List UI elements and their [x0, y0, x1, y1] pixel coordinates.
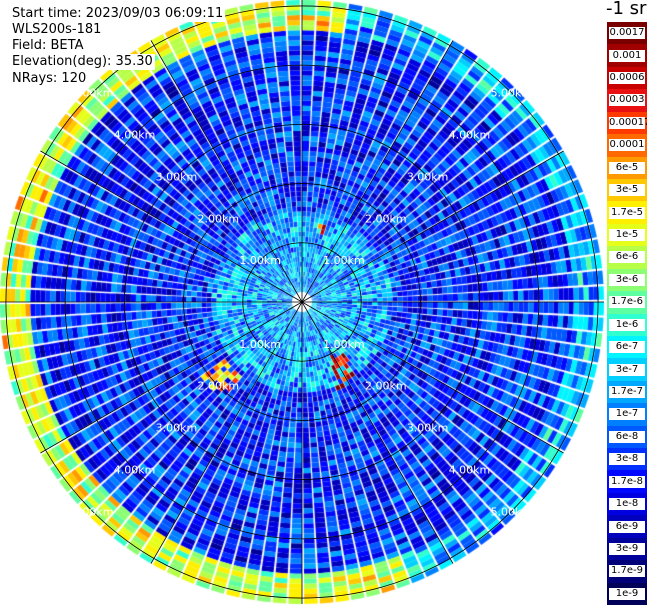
range-ring-label: 1.00km	[239, 254, 281, 267]
colorbar-tick-label: 6e-8	[609, 430, 645, 443]
colorbar-tick-label: 0.0001	[609, 139, 645, 152]
range-ring-label: 4.00km	[114, 463, 156, 476]
elevation-label: Elevation(deg): 35.30	[10, 54, 155, 70]
colorbar-tick-label: 1e-5	[609, 229, 645, 242]
nrays-label: NRays: 120	[10, 71, 89, 87]
colorbar-tick-label: 3e-7	[609, 363, 645, 376]
colorbar-tick-label: 0.00017	[609, 116, 647, 129]
colorbar-tick-label: 3e-5	[609, 184, 645, 197]
colorbar-tick-label: 1.7e-6	[609, 296, 645, 309]
range-ring-label: 3.00km	[156, 170, 198, 183]
azimuth-spoke	[301, 301, 564, 454]
start-time-label: Start time: 2023/09/03 06:09:11	[10, 6, 226, 22]
colorbar-tick-label: 1e-7	[609, 408, 645, 421]
range-ring-label: 2.00km	[197, 380, 239, 393]
colorbar-tick-label: 6e-5	[609, 161, 645, 174]
range-ring-label: 4.00km	[449, 463, 491, 476]
range-ring	[5, 5, 599, 599]
colorbar: 0.0017 0.001 0.0006 0.0003 0.00017 0.0001 6e-5…	[607, 22, 647, 606]
azimuth-spoke	[301, 40, 454, 303]
range-ring-label: 5.00km	[72, 505, 114, 518]
colorbar-tick-label: 1.7e-8	[609, 475, 645, 488]
range-ring-label: 5.00km	[491, 87, 533, 100]
range-ring-label: 1.00km	[239, 338, 281, 351]
range-ring-label: 3.00km	[156, 422, 198, 435]
range-ring-label: 4.00km	[449, 129, 491, 142]
colorbar-tick-label: 1e-6	[609, 318, 645, 331]
range-ring	[183, 183, 421, 421]
colorbar-tick-label: 0.0006	[609, 72, 645, 85]
colorbar-tick-label: 0.001	[609, 49, 645, 62]
colorbar-tick-label: 6e-9	[609, 520, 645, 533]
range-ring-label: 3.00km	[407, 170, 449, 183]
range-ring-label: 2.00km	[365, 380, 407, 393]
range-ring-label: 1.00km	[323, 254, 365, 267]
colorbar-tick-label: 0.0003	[609, 94, 645, 107]
instrument-label: WLS200s-181	[10, 22, 104, 38]
colorbar-tick-label: 6e-6	[609, 251, 645, 264]
azimuth-spoke	[150, 40, 303, 303]
ppi-grid-overlay: 1.00km 1.00km 1.00km 1.00km 2.00km 2.00km 2.00…	[0, 0, 604, 604]
colorbar-tick-label: 1e-8	[609, 498, 645, 511]
colorbar-title: -1 sr	[606, 0, 647, 19]
range-ring-label: 5.00km	[72, 87, 114, 100]
azimuth-spoke	[40, 150, 303, 303]
range-ring-label: 2.00km	[197, 212, 239, 225]
azimuth-spoke	[301, 301, 454, 564]
azimuth-spoke	[40, 301, 303, 454]
colorbar-tick-label: 6e-7	[609, 341, 645, 354]
range-ring-label: 1.00km	[323, 338, 365, 351]
range-ring	[242, 242, 362, 362]
range-ring-label: 3.00km	[407, 422, 449, 435]
colorbar-tick-label: 3e-9	[609, 542, 645, 555]
colorbar-tick-label: 1.7e-9	[609, 565, 645, 578]
range-ring-label: 4.00km	[114, 129, 156, 142]
colorbar-tick-label: 1e-9	[609, 587, 645, 600]
range-ring-label: 5.00km	[491, 505, 533, 518]
colorbar-tick-label: 1.7e-7	[609, 385, 645, 398]
colorbar-tick-label: 1.7e-5	[609, 206, 645, 219]
colorbar-tick-label: 3e-8	[609, 453, 645, 466]
colorbar-tick-label: 3e-6	[609, 273, 645, 286]
range-ring-label: 2.00km	[365, 212, 407, 225]
colorbar-tick-label: 0.0017	[609, 27, 645, 40]
range-ring	[123, 123, 481, 481]
azimuth-spoke	[150, 301, 303, 564]
range-ring	[64, 64, 540, 540]
field-label: Field: BETA	[10, 38, 86, 54]
azimuth-spoke	[301, 150, 564, 303]
